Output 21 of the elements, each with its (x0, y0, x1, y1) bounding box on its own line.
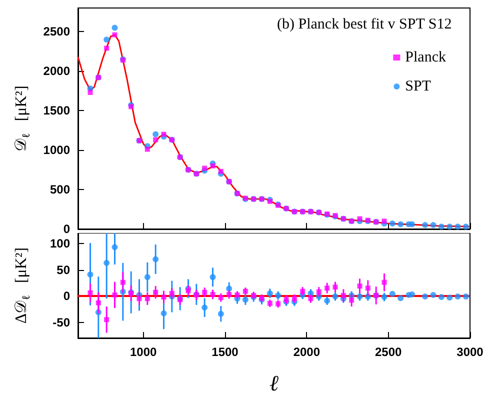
legend-label: Planck (405, 50, 446, 66)
y-tick-label: 0 (63, 222, 70, 236)
x-tick-label: 2000 (293, 345, 320, 359)
legend-label: SPT (405, 78, 432, 94)
x-axis-title: ℓ (269, 370, 280, 396)
y-axis-title: Δ𝒟ℓ [μK²] (13, 247, 32, 324)
y-tick-label: 50 (56, 262, 70, 277)
y-tick-label: 1000 (43, 143, 70, 158)
x-tick-label: 3000 (456, 345, 484, 359)
x-tick-label: 2500 (374, 345, 402, 359)
y-tick-label: 100 (50, 236, 70, 250)
y-tick-label: 500 (50, 182, 70, 197)
y-axis-title: 𝒟ℓ [μK²] (13, 86, 32, 152)
x-tick-label: 1500 (212, 345, 239, 359)
y-tick-label: -50 (52, 315, 70, 330)
y-tick-label: 2500 (43, 24, 70, 39)
y-tick-label: 1500 (43, 104, 70, 118)
text: (b) Planck best fit v SPT S12 (277, 16, 452, 32)
x-tick-label: 1000 (130, 345, 158, 359)
y-tick-label: 2000 (43, 64, 70, 78)
y-tick-label: 0 (63, 289, 70, 303)
